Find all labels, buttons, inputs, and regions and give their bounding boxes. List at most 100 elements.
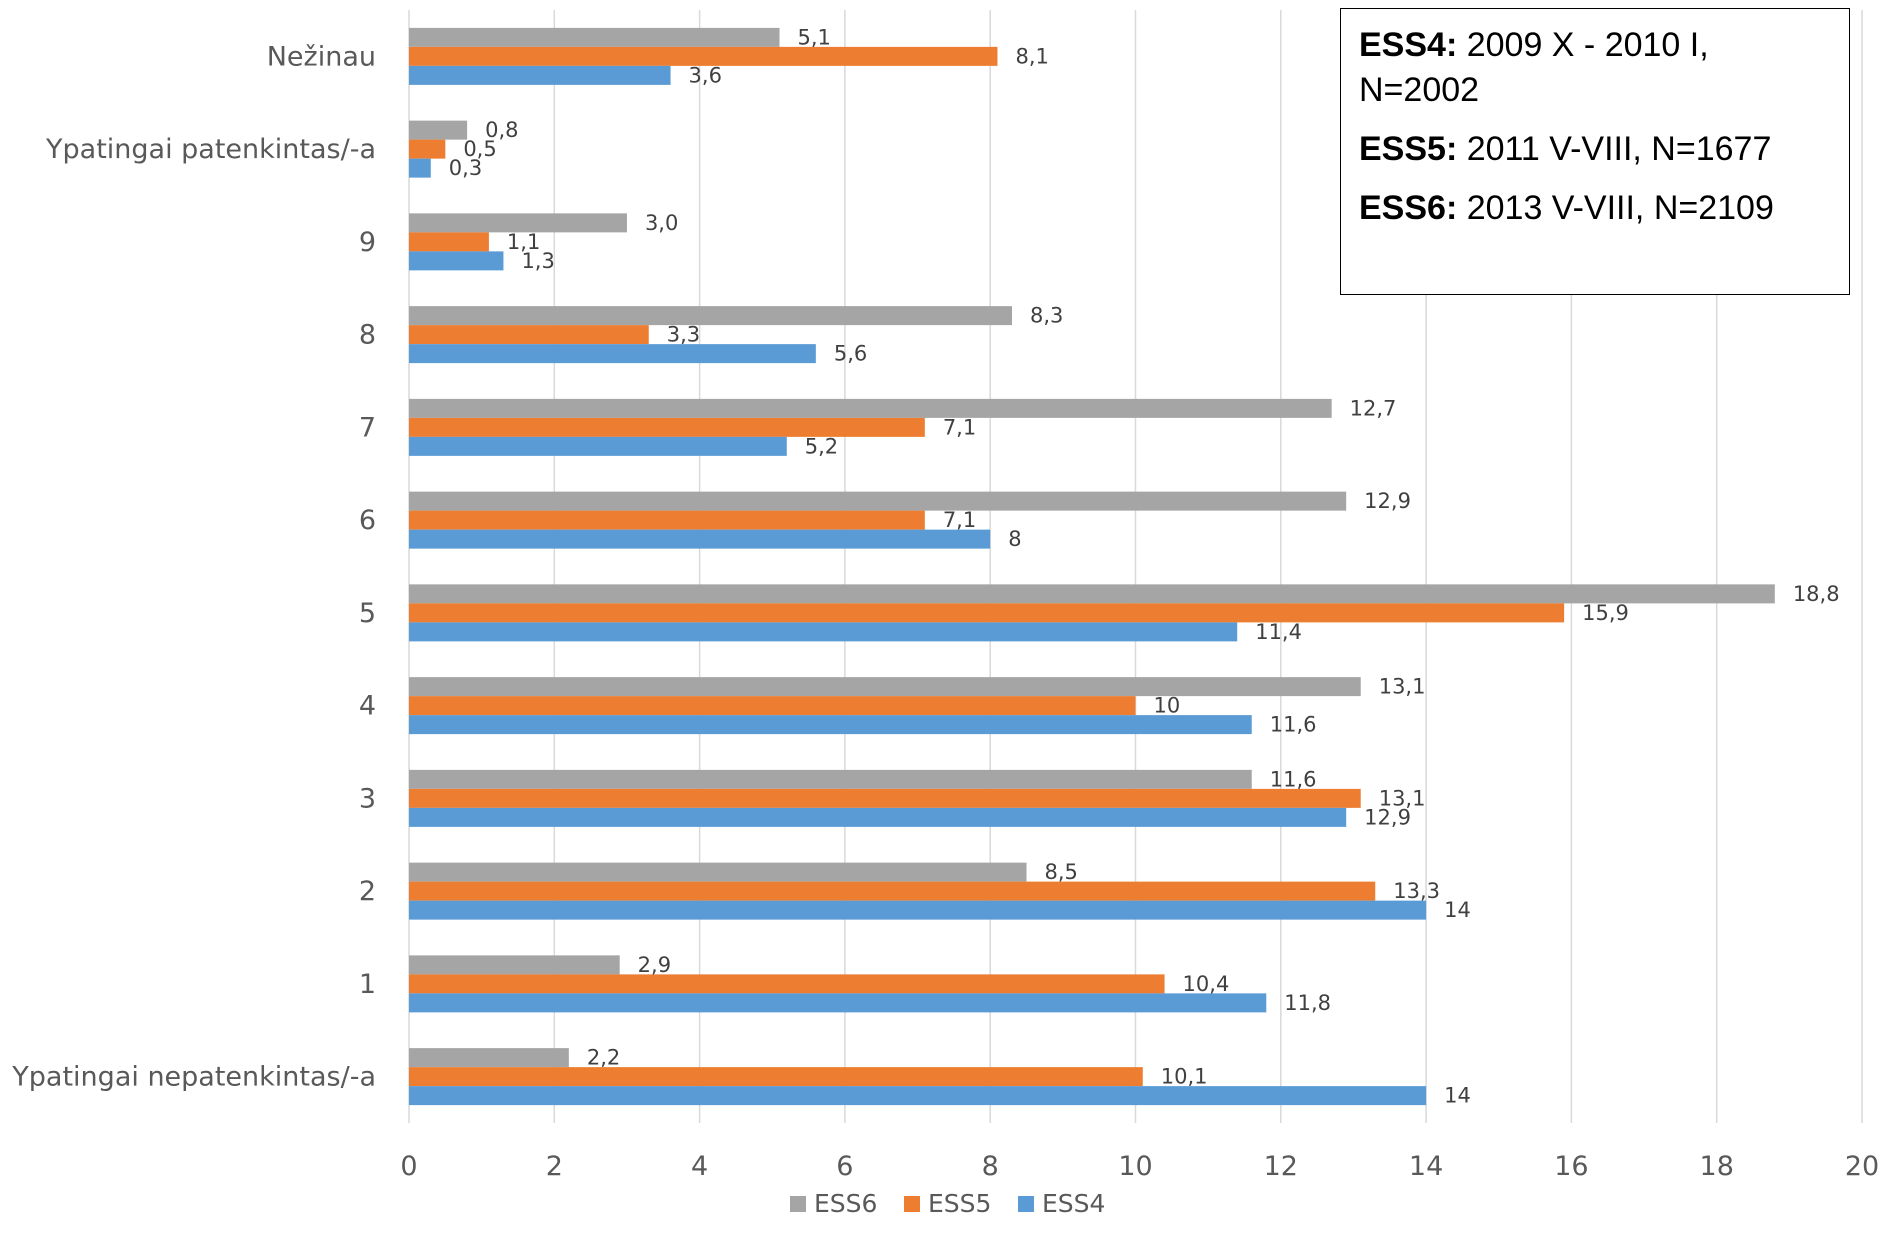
bar-ess5-5	[409, 603, 1565, 623]
bar-ess5-9	[409, 232, 489, 252]
category-label: Ypatingai patenkintas/-a	[45, 134, 376, 165]
bar-ess4-2	[409, 900, 1427, 920]
data-label: 13,3	[1393, 879, 1440, 903]
data-label: 2,9	[638, 953, 671, 977]
data-label: 8,5	[1045, 860, 1078, 884]
legend-label-ess4: ESS4	[1042, 1189, 1105, 1218]
x-tick-label: 10	[1118, 1151, 1152, 1182]
bar-ess4-9	[409, 251, 504, 271]
x-tick-label: 16	[1554, 1151, 1588, 1182]
note-line-ess5: ESS5: 2011 V-VIII, N=1677	[1359, 127, 1835, 172]
data-label: 8,1	[1015, 44, 1048, 68]
bar-ess5-1	[409, 974, 1165, 994]
note-line-ess4: ESS4: 2009 X - 2010 I, N=2002	[1359, 23, 1835, 113]
legend-swatch-ess4	[1018, 1196, 1034, 1212]
legend-label-ess5: ESS5	[928, 1189, 991, 1218]
x-tick-label: 0	[400, 1151, 417, 1182]
note-line-ess6: ESS6: 2013 V-VIII, N=2109	[1359, 186, 1835, 231]
data-label: 12,7	[1350, 396, 1397, 420]
bar-ess5-10	[409, 139, 446, 159]
bar-ess5-7	[409, 417, 925, 437]
bar-ess4-5	[409, 622, 1238, 642]
bar-ess5-4	[409, 696, 1136, 716]
bars	[409, 27, 1775, 1106]
bar-ess6-6	[409, 491, 1347, 511]
note-label: ESS6:	[1359, 189, 1458, 227]
data-label: 13,1	[1379, 675, 1426, 699]
legend-swatch-ess6	[790, 1196, 806, 1212]
bar-ess6-10	[409, 120, 468, 140]
data-label: 14	[1444, 1084, 1471, 1108]
category-label: 5	[359, 598, 376, 629]
data-label: 18,8	[1793, 582, 1840, 606]
bar-ess4-6	[409, 529, 991, 549]
data-label: 3,6	[689, 63, 722, 87]
bar-ess4-3	[409, 807, 1347, 827]
note-text: 2011 V-VIII, N=1677	[1457, 130, 1772, 168]
data-label: 1,3	[521, 249, 554, 273]
bar-ess5-0	[409, 1067, 1143, 1087]
data-labels: 2,210,1142,910,411,88,513,31411,613,112,…	[449, 25, 1840, 1107]
data-label: 0,8	[485, 118, 518, 142]
data-label: 8	[1008, 527, 1021, 551]
data-label: 7,1	[943, 508, 976, 532]
x-tick-label: 4	[691, 1151, 708, 1182]
data-label: 5,1	[798, 25, 831, 49]
data-label: 10	[1154, 694, 1181, 718]
data-label: 0,5	[463, 137, 496, 161]
data-label: 3,0	[645, 211, 678, 235]
gridlines	[408, 10, 1863, 1123]
data-label: 8,3	[1030, 304, 1063, 328]
category-label: 1	[359, 969, 376, 1000]
legend-swatch-ess5	[904, 1196, 920, 1212]
note-text: 2009 X - 2010 I, N=2002	[1359, 26, 1709, 109]
x-tick-label: 18	[1700, 1151, 1734, 1182]
bar-ess5-8	[409, 325, 649, 345]
legend-label-ess6: ESS6	[814, 1189, 877, 1218]
bar-ess4-7	[409, 436, 787, 456]
category-label: 9	[359, 227, 376, 258]
data-label: 14	[1444, 898, 1471, 922]
data-label: 0,3	[449, 156, 482, 180]
bar-ess6-11	[409, 27, 780, 47]
legend: ESS6 ESS5 ESS4	[790, 1189, 1105, 1218]
data-label: 5,6	[834, 342, 867, 366]
survey-info-box: ESS4: 2009 X - 2010 I, N=2002 ESS5: 2011…	[1340, 8, 1850, 295]
x-tick-label: 6	[836, 1151, 853, 1182]
x-tick-label: 20	[1845, 1151, 1879, 1182]
data-label: 13,1	[1379, 786, 1426, 810]
data-label: 11,8	[1284, 991, 1331, 1015]
data-label: 11,6	[1270, 713, 1317, 737]
bar-ess6-0	[409, 1048, 569, 1068]
bar-ess5-11	[409, 46, 998, 66]
data-label: 12,9	[1364, 805, 1411, 829]
data-label: 15,9	[1582, 601, 1629, 625]
data-label: 1,1	[507, 230, 540, 254]
bar-ess6-5	[409, 584, 1775, 604]
bar-ess6-3	[409, 769, 1252, 789]
x-tick-label: 14	[1409, 1151, 1443, 1182]
bar-ess5-2	[409, 881, 1376, 901]
category-label: 7	[359, 412, 376, 443]
bar-ess4-0	[409, 1086, 1427, 1106]
category-label: 8	[359, 320, 376, 351]
category-label: 4	[359, 691, 376, 722]
note-text: 2013 V-VIII, N=2109	[1457, 189, 1774, 227]
bar-ess4-11	[409, 65, 671, 85]
category-labels: Ypatingai nepatenkintas/-a 1 2 3 4 5 6 7 8 9 Ypati…	[11, 41, 376, 1092]
data-label: 11,4	[1255, 620, 1302, 644]
bar-ess5-3	[409, 788, 1361, 808]
bar-ess4-8	[409, 344, 816, 364]
category-label: Nežinau	[267, 41, 376, 72]
bar-ess6-7	[409, 398, 1332, 418]
x-axis-tick-labels: 0 2 4 6 8 10 12 14 16 18 20	[400, 1151, 1879, 1182]
bar-ess6-8	[409, 306, 1012, 326]
note-label: ESS5:	[1359, 130, 1458, 168]
data-label: 3,3	[667, 323, 700, 347]
category-label: 3	[359, 783, 376, 814]
data-label: 11,6	[1270, 767, 1317, 791]
x-tick-label: 2	[546, 1151, 563, 1182]
data-label: 7,1	[943, 415, 976, 439]
data-label: 10,1	[1161, 1065, 1208, 1089]
